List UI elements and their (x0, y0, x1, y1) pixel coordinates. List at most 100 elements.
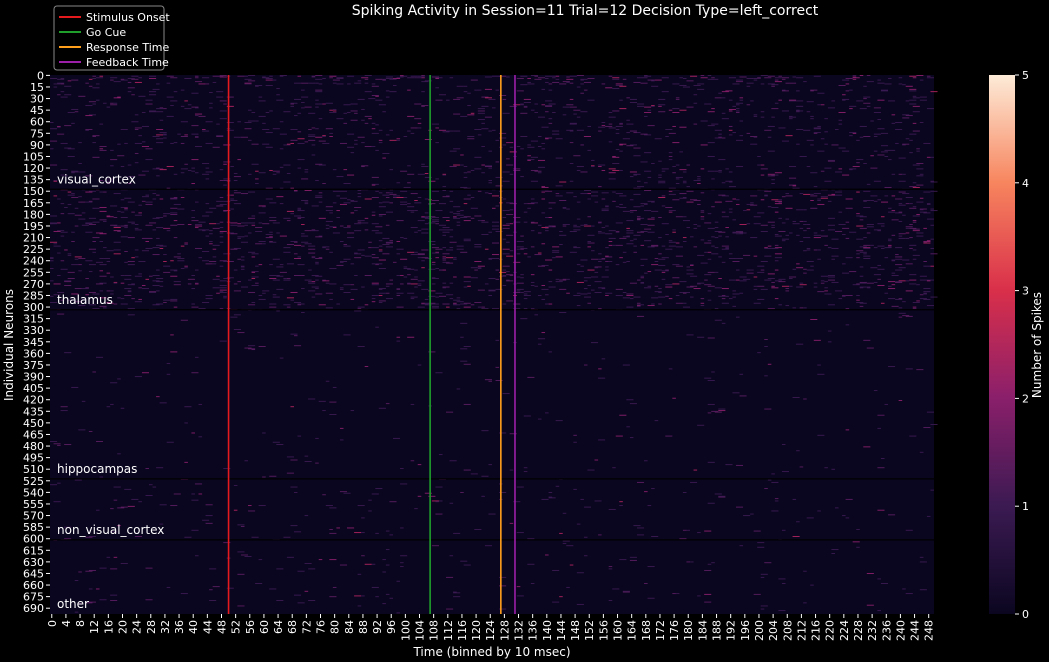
spike-cell (930, 91, 938, 93)
spike-cell (322, 142, 330, 144)
spike-cell (88, 264, 96, 266)
spike-cell (361, 108, 365, 110)
spike-cell (559, 532, 563, 534)
spike-cell (707, 461, 715, 463)
spike-cell (230, 166, 234, 168)
spike-cell (255, 178, 259, 180)
spike-cell (509, 146, 514, 148)
spike-cell (361, 77, 369, 79)
spike-cell (67, 254, 72, 256)
spike-cell (767, 221, 775, 223)
spike-cell (385, 192, 390, 194)
spike-cell (923, 191, 931, 193)
spike-cell (304, 201, 309, 203)
spike-cell (50, 295, 54, 297)
spike-cell (417, 254, 425, 256)
spike-cell (824, 167, 832, 169)
spike-cell (587, 149, 592, 151)
spike-cell (672, 229, 676, 231)
spike-cell (636, 219, 641, 221)
spike-cell (350, 298, 355, 300)
spike-cell (95, 283, 104, 285)
spike-cell (382, 194, 390, 196)
spike-cell (145, 495, 153, 496)
spike-cell (375, 264, 379, 266)
spike-cell (863, 163, 867, 164)
spike-cell (276, 232, 280, 234)
spike-cell (156, 142, 164, 144)
spike-cell (223, 144, 231, 146)
spike-cell (311, 275, 319, 276)
spike-cell (654, 79, 662, 81)
x-tick-label: 36 (173, 620, 186, 634)
spike-cell (60, 142, 68, 144)
spike-cell (675, 265, 683, 267)
spike-cell (435, 87, 439, 89)
spike-cell (753, 285, 758, 287)
spike-cell (923, 288, 931, 290)
spike-cell (753, 216, 761, 218)
spike-cell (343, 258, 351, 260)
spike-cell (767, 206, 772, 208)
spike-cell (477, 190, 482, 192)
spike-cell (902, 193, 910, 195)
spike-cell (916, 232, 924, 234)
spike-cell (725, 247, 729, 249)
spike-cell (916, 150, 920, 152)
spike-cell (651, 105, 655, 107)
spike-cell (396, 220, 404, 222)
spike-cell (382, 253, 390, 255)
spike-cell (396, 580, 401, 582)
spike-cell (240, 256, 245, 258)
spike-cell (145, 247, 153, 249)
spike-cell (693, 200, 701, 201)
spike-cell (88, 217, 96, 219)
spike-cell (248, 279, 252, 281)
spike-cell (350, 284, 355, 286)
spike-cell (502, 238, 507, 240)
spike-cell (435, 486, 443, 488)
spike-cell (506, 142, 514, 144)
spike-cell (138, 501, 142, 503)
spike-cell (99, 275, 107, 277)
spike-cell (400, 275, 404, 276)
spike-cell (446, 195, 450, 197)
spike-cell (842, 272, 850, 274)
spike-cell (120, 506, 128, 508)
spike-cell (654, 138, 662, 140)
spike-cell (785, 82, 790, 84)
spike-cell (255, 227, 263, 229)
spike-cell (219, 340, 227, 342)
spike-cell (194, 81, 203, 83)
spike-cell (339, 261, 348, 262)
spike-cell (905, 138, 910, 140)
spike-cell (159, 198, 164, 200)
spike-cell (95, 356, 104, 358)
legend-entry: Response Time (86, 41, 169, 54)
spike-cell (888, 238, 892, 240)
spike-cell (212, 586, 220, 588)
spike-cell (57, 125, 61, 127)
spike-cell (191, 183, 195, 185)
spike-cell (194, 247, 203, 249)
spike-cell (286, 556, 294, 558)
spike-cell (421, 257, 429, 259)
spike-cell (859, 266, 864, 268)
spike-cell (339, 427, 344, 429)
spike-cell (177, 253, 181, 255)
spike-cell (435, 251, 439, 253)
spike-cell (619, 414, 627, 416)
spike-cell (559, 288, 567, 290)
spike-cell (651, 210, 659, 212)
spike-cell (601, 192, 609, 194)
spike-cell (555, 193, 560, 195)
spike-cell (92, 78, 96, 79)
spike-cell (251, 224, 256, 226)
spike-cell (194, 555, 199, 557)
spike-cell (205, 171, 213, 173)
spike-cell (884, 247, 892, 249)
spike-cell (113, 281, 118, 283)
spike-cell (700, 302, 705, 304)
spike-cell (930, 238, 934, 240)
spike-cell (806, 101, 814, 103)
